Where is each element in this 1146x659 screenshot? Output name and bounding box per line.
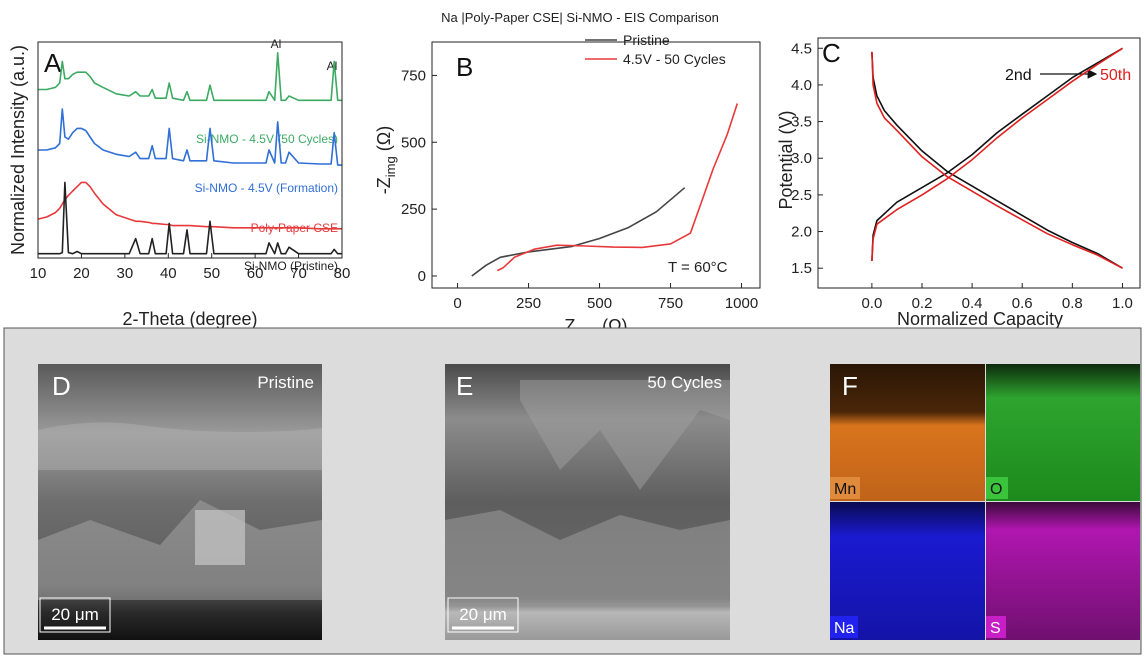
sem-image: D Pristine 20 μm	[38, 364, 322, 640]
legend-label: 4.5V - 50 Cycles	[623, 51, 726, 67]
panel-letter: C	[822, 38, 841, 68]
x-tick-label: 750	[658, 295, 683, 312]
y-tick-label: 4.0	[791, 77, 812, 94]
map-label-box	[986, 477, 1008, 499]
chart-title: Na |Poly-Paper CSE| Si-NMO - EIS Compari…	[441, 10, 719, 25]
y-tick-label: 2.0	[791, 224, 812, 241]
y-tick-label: 4.5	[791, 40, 812, 57]
series-label: Si-NMO - 4.5V (50 Cycles)	[196, 132, 338, 146]
label-part: -Z	[374, 177, 394, 194]
label-unit: (Ω)	[374, 126, 394, 151]
map-label-box	[830, 477, 860, 499]
texture	[38, 500, 322, 600]
y-axis-label: -Zimg (Ω)	[374, 126, 398, 194]
y-tick-label: 250	[401, 201, 426, 218]
series-line	[871, 47, 1123, 269]
x-tick-label: 10	[30, 265, 47, 282]
scale-box	[39, 597, 111, 633]
texture	[520, 380, 730, 490]
x-tick-label: 50	[203, 265, 220, 282]
x-tick-label: 1.0	[1112, 295, 1133, 312]
label-sub: img	[383, 156, 398, 177]
y-tick-label: 0	[418, 268, 426, 285]
x-tick-label: 250	[516, 295, 541, 312]
map-tile	[986, 364, 1140, 501]
map-label: S	[990, 620, 1001, 637]
panel-letter: D	[52, 371, 71, 401]
panel-letter: F	[842, 371, 858, 401]
series-line	[38, 181, 342, 255]
series-label: Si-NMO (Pristine)	[244, 259, 338, 273]
panel-letter: E	[456, 371, 473, 401]
map-label: Na	[834, 620, 855, 637]
y-axis-label: Normalized Intensity (a.u.)	[8, 45, 28, 255]
series-label: Si-NMO - 4.5V (Formation)	[195, 181, 338, 195]
map-label-box	[986, 616, 1006, 638]
plot-frame	[37, 41, 343, 259]
x-tick-label: 20	[73, 265, 90, 282]
map-label: O	[990, 481, 1002, 498]
y-tick-label: 3.5	[791, 114, 812, 131]
x-tick-label: 500	[587, 295, 612, 312]
label-part: Z	[564, 316, 575, 336]
y-tick-label: 1.5	[791, 260, 812, 277]
caption: 50 Cycles	[647, 373, 722, 392]
legend-label: 2nd	[1005, 67, 1032, 84]
annotation: Al	[327, 59, 338, 73]
y-axis-label: Potential (V)	[776, 110, 796, 209]
panel-letter: B	[456, 52, 473, 82]
map-label-box	[830, 616, 858, 638]
scale-label: 20 μm	[51, 605, 99, 624]
y-tick-label: 500	[401, 134, 426, 151]
series-line	[871, 47, 1123, 269]
x-tick-label: 70	[290, 265, 307, 282]
annotation: T = 60°C	[668, 259, 728, 276]
texture	[445, 510, 730, 605]
series-line	[471, 187, 686, 277]
x-tick-label: 80	[334, 265, 351, 282]
legend-label: 50th	[1100, 67, 1131, 84]
series-line	[38, 108, 342, 166]
plot-frame	[431, 41, 761, 289]
eds-maps: F Mn O Na S	[830, 364, 1140, 640]
x-tick-label: 0.0	[861, 295, 882, 312]
map-label: Mn	[834, 481, 856, 498]
map-tile	[986, 502, 1140, 640]
texture	[195, 510, 245, 565]
scale-label: 20 μm	[459, 605, 507, 624]
annotation: Al	[271, 37, 282, 51]
sem-image: E 50 Cycles 20 μm	[445, 364, 730, 640]
x-axis-label: 2-Theta (degree)	[122, 309, 257, 329]
y-tick-label: 750	[401, 67, 426, 84]
x-tick-label: 0.2	[912, 295, 933, 312]
scale-box	[447, 597, 519, 633]
series-line	[38, 52, 342, 102]
x-tick-label: 60	[247, 265, 264, 282]
series-line	[496, 103, 739, 272]
x-tick-label: 0	[453, 295, 461, 312]
x-axis-label: Normalized Capacity	[897, 309, 1063, 329]
texture	[38, 422, 322, 470]
x-tick-label: 0.6	[1012, 295, 1033, 312]
panel-letter: A	[44, 48, 62, 78]
plot-frame	[817, 37, 1141, 289]
x-tick-label: 1000	[725, 295, 758, 312]
x-tick-label: 0.4	[962, 295, 983, 312]
legend-label: Pristine	[623, 32, 670, 48]
x-tick-label: 0.8	[1062, 295, 1083, 312]
y-tick-label: 2.5	[791, 187, 812, 204]
y-tick-label: 3.0	[791, 150, 812, 167]
caption: Pristine	[257, 373, 314, 392]
x-tick-label: 40	[160, 265, 177, 282]
x-tick-label: 30	[117, 265, 134, 282]
